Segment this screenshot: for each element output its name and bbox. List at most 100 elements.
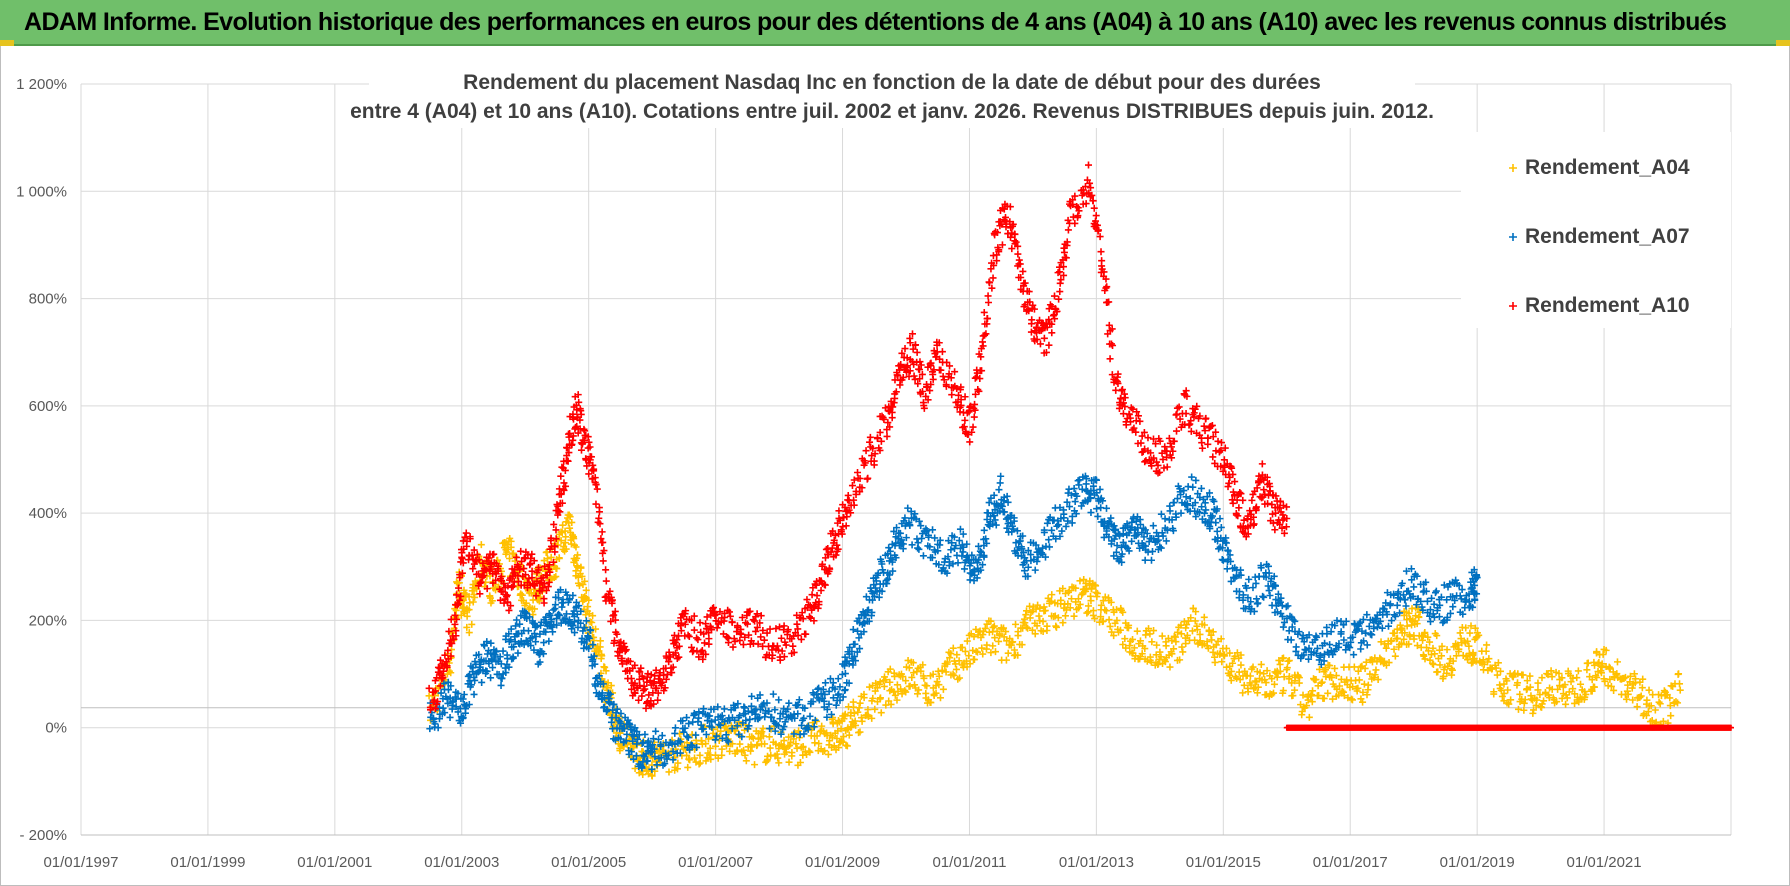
point-rendement-a10 <box>700 630 708 638</box>
point-rendement-a04 <box>1666 702 1674 710</box>
point-rendement-a04 <box>1620 674 1628 682</box>
point-rendement-a04 <box>469 598 477 606</box>
point-rendement-a04 <box>522 599 530 607</box>
point-rendement-a04 <box>1456 629 1464 637</box>
point-rendement-a04 <box>1168 650 1176 658</box>
point-rendement-a04 <box>815 740 823 748</box>
point-rendement-a07 <box>429 714 437 722</box>
point-rendement-a04 <box>1382 644 1390 652</box>
point-rendement-a07 <box>695 708 703 716</box>
point-rendement-a10 <box>877 437 885 445</box>
point-rendement-a07 <box>996 479 1004 487</box>
point-rendement-a07 <box>607 718 615 726</box>
point-rendement-a07 <box>454 690 462 698</box>
point-rendement-a10 <box>768 654 776 662</box>
point-rendement-a07 <box>1409 592 1417 600</box>
point-rendement-a04 <box>1471 624 1479 632</box>
point-rendement-a04 <box>1563 694 1571 702</box>
point-rendement-a07 <box>1331 622 1339 630</box>
point-rendement-a10 <box>776 623 784 631</box>
point-rendement-a07 <box>606 699 614 707</box>
point-rendement-a04 <box>1505 700 1513 708</box>
point-rendement-a04 <box>991 634 999 642</box>
point-rendement-a10 <box>636 668 644 676</box>
y-tick-label: 1 200% <box>16 76 67 93</box>
point-rendement-a10 <box>500 580 508 588</box>
point-rendement-a07 <box>556 611 564 619</box>
point-rendement-a07 <box>700 705 708 713</box>
point-rendement-a07 <box>1407 565 1415 573</box>
y-tick-label: 400% <box>29 505 67 522</box>
point-rendement-a10 <box>1085 161 1092 169</box>
point-rendement-a04 <box>939 685 947 693</box>
point-rendement-a10 <box>595 508 603 516</box>
point-rendement-a10 <box>657 679 665 687</box>
point-rendement-a07 <box>1113 542 1121 550</box>
point-rendement-a04 <box>1532 701 1540 709</box>
point-rendement-a04 <box>872 679 880 687</box>
point-rendement-a10 <box>751 617 759 625</box>
point-rendement-a04 <box>552 564 560 572</box>
point-rendement-a07 <box>904 504 912 512</box>
point-rendement-a07 <box>1317 660 1325 668</box>
point-rendement-a04 <box>1475 631 1483 639</box>
point-rendement-a07 <box>1206 489 1214 497</box>
point-rendement-a07 <box>460 690 468 698</box>
point-rendement-a04 <box>932 689 940 697</box>
point-rendement-a04 <box>1421 655 1429 663</box>
point-rendement-a04 <box>1340 688 1348 696</box>
point-rendement-a10 <box>479 559 487 567</box>
point-rendement-a07 <box>661 760 669 768</box>
point-rendement-a04 <box>1092 588 1100 596</box>
point-rendement-a04 <box>683 751 691 759</box>
point-rendement-a04 <box>596 637 604 645</box>
point-rendement-a07 <box>1065 503 1073 511</box>
point-rendement-a04 <box>990 622 998 630</box>
point-rendement-a04 <box>751 761 759 769</box>
point-rendement-a07 <box>744 707 752 715</box>
point-rendement-a10 <box>1120 399 1127 407</box>
point-rendement-a10 <box>443 662 451 670</box>
point-rendement-a10 <box>659 678 667 686</box>
point-rendement-a07 <box>1089 482 1097 490</box>
point-rendement-a10 <box>780 653 788 661</box>
point-rendement-a07 <box>507 625 515 633</box>
point-rendement-a07 <box>1213 527 1221 535</box>
point-rendement-a04 <box>1171 633 1179 641</box>
point-rendement-a04 <box>1410 635 1418 643</box>
point-rendement-a07 <box>1335 640 1343 648</box>
point-rendement-a10 <box>447 652 455 660</box>
point-rendement-a10 <box>593 485 601 493</box>
point-rendement-a04 <box>1543 670 1551 678</box>
point-rendement-a07 <box>586 626 594 634</box>
point-rendement-a10 <box>695 653 703 661</box>
point-rendement-a07 <box>769 690 777 698</box>
point-rendement-a07 <box>610 700 618 708</box>
point-rendement-a10 <box>526 559 534 567</box>
point-rendement-a04 <box>488 597 496 605</box>
point-rendement-a04 <box>841 712 849 720</box>
point-rendement-a07 <box>1182 501 1190 509</box>
point-rendement-a07 <box>1132 517 1140 525</box>
point-rendement-a07 <box>1266 591 1274 599</box>
point-rendement-a07 <box>1216 515 1224 523</box>
point-rendement-a04 <box>1639 675 1647 683</box>
point-rendement-a10 <box>1187 417 1195 425</box>
point-rendement-a04 <box>722 722 730 730</box>
point-rendement-a07 <box>948 539 956 547</box>
x-tick-label: 01/01/2017 <box>1313 854 1388 871</box>
point-rendement-a10 <box>550 543 558 551</box>
point-rendement-a04 <box>922 689 930 697</box>
point-rendement-a04 <box>1439 675 1447 683</box>
point-rendement-a07 <box>1270 572 1278 580</box>
point-rendement-a07 <box>536 630 544 638</box>
point-rendement-a04 <box>856 699 864 707</box>
point-rendement-a07 <box>589 641 597 649</box>
point-rendement-a07 <box>475 651 483 659</box>
point-rendement-a07 <box>1242 605 1250 613</box>
point-rendement-a04 <box>1348 696 1356 704</box>
point-rendement-a04 <box>1084 608 1092 616</box>
point-rendement-a07 <box>1388 617 1396 625</box>
point-rendement-a10 <box>507 602 515 610</box>
point-rendement-a07 <box>1257 562 1265 570</box>
